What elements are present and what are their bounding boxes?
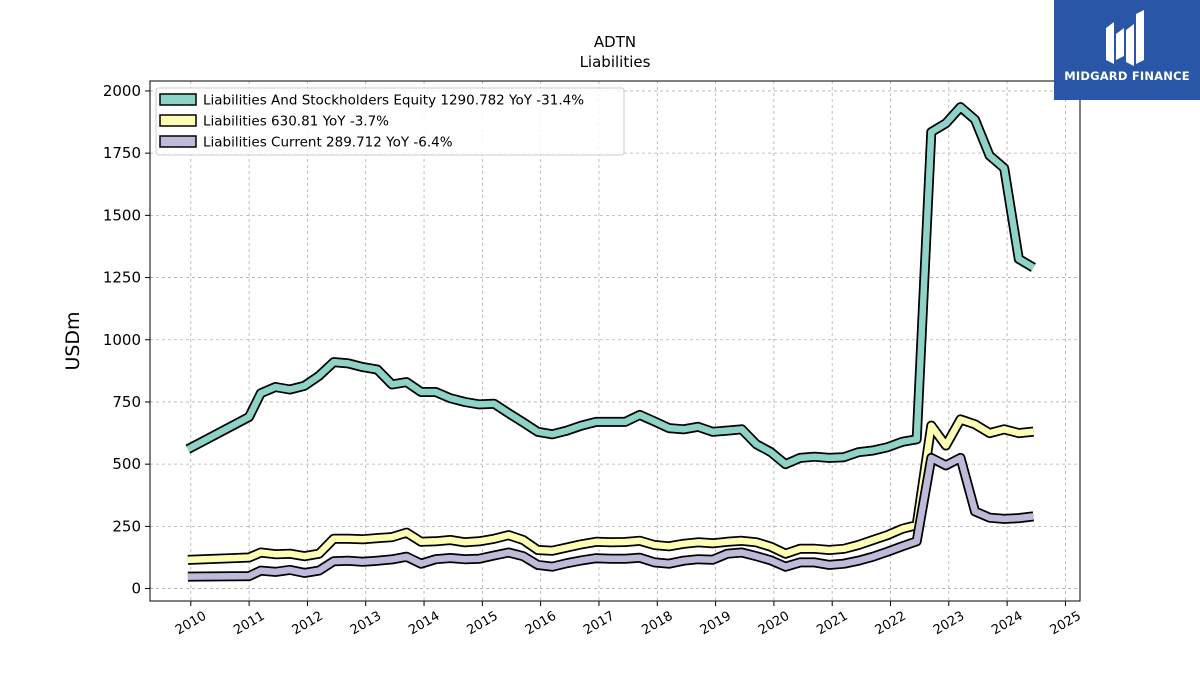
- legend-label: Liabilities Current 289.712 YoY -6.4%: [203, 135, 453, 151]
- legend: Liabilities And Stockholders Equity 1290…: [155, 87, 625, 156]
- x-tick-label: 2021: [814, 609, 850, 639]
- grid-lines: [150, 81, 1080, 601]
- y-axis: 0 250 500 750 1000 1250 1500 1750 2000: [103, 82, 150, 598]
- chart-title: ADTN: [594, 33, 636, 51]
- x-tick-label: 2014: [406, 609, 442, 639]
- y-tick-label: 750: [112, 393, 141, 411]
- x-tick-label: 2024: [989, 609, 1025, 639]
- y-tick-label: 1250: [103, 269, 141, 287]
- x-tick-label: 2015: [465, 609, 501, 639]
- x-tick-label: 2012: [290, 609, 326, 639]
- series-2: [187, 414, 1034, 565]
- y-tick-label: 1500: [103, 206, 141, 224]
- chart-subtitle: Liabilities: [580, 53, 651, 71]
- y-tick-label: 2000: [103, 82, 141, 100]
- x-tick-label: 2016: [523, 609, 559, 639]
- y-axis-label: USDm: [62, 311, 84, 370]
- x-tick-label: 2011: [231, 609, 267, 639]
- y-tick-label: 500: [112, 455, 141, 473]
- logo-text: MIDGARD FINANCE: [1064, 69, 1190, 83]
- legend-swatch: [159, 93, 197, 106]
- legend-box: [155, 87, 625, 156]
- y-tick-label: 1750: [103, 144, 141, 162]
- series-line: [186, 103, 1036, 468]
- series-layer: [185, 102, 1036, 582]
- series-line: [187, 416, 1034, 564]
- legend-label: Liabilities And Stockholders Equity 1290…: [203, 93, 584, 109]
- brand-logo: MIDGARD FINANCE: [1054, 0, 1200, 100]
- series-1: [185, 102, 1036, 470]
- x-tick-label: 2017: [581, 609, 617, 639]
- legend-swatch: [159, 135, 197, 148]
- legend-swatch: [159, 114, 197, 127]
- x-axis: 2010 2011 2012 2013 2014 2015 2016 2017 2018 2019…: [173, 601, 1084, 638]
- y-tick-label: 250: [112, 517, 141, 535]
- x-tick-label: 2025: [1048, 609, 1084, 639]
- y-tick-label: 1000: [103, 331, 141, 349]
- x-tick-label: 2019: [698, 609, 734, 639]
- series-line: [187, 454, 1034, 580]
- logo-mark-icon: [1106, 10, 1144, 66]
- legend-label: Liabilities 630.81 YoY -3.7%: [203, 114, 389, 130]
- y-tick-label: 0: [131, 580, 141, 598]
- x-tick-label: 2023: [931, 609, 967, 639]
- x-tick-label: 2018: [639, 609, 675, 639]
- series-3: [187, 452, 1034, 582]
- x-tick-label: 2013: [348, 609, 384, 639]
- x-tick-label: 2020: [756, 609, 792, 639]
- series-line-outline: [185, 102, 1036, 470]
- x-tick-label: 2010: [173, 609, 209, 639]
- plot-area-frame: [149, 80, 1081, 602]
- x-tick-label: 2022: [873, 609, 909, 639]
